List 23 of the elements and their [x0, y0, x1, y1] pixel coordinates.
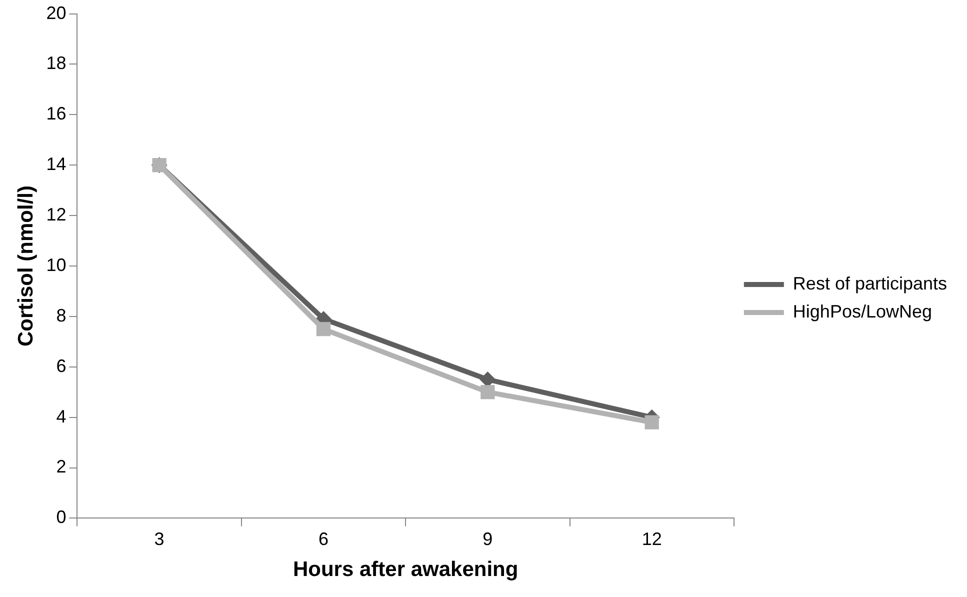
y-tick-label: 6 — [56, 356, 66, 376]
legend-label: Rest of participants — [792, 273, 948, 294]
point — [316, 322, 331, 336]
y-tick-label: 4 — [56, 406, 66, 426]
point — [480, 371, 496, 388]
y-tick-label: 20 — [46, 2, 66, 23]
y-tick-label: 18 — [46, 53, 66, 74]
point — [480, 385, 495, 400]
point — [644, 415, 659, 430]
y-tick-label: 14 — [46, 154, 66, 174]
x-tick-label: 9 — [482, 528, 493, 549]
y-tick-label: 12 — [46, 204, 66, 225]
y-tick-label: 0 — [56, 507, 66, 528]
y-tick-label: 10 — [46, 254, 66, 275]
x-axis-title: Hours after awakening — [292, 558, 518, 582]
x-tick-label: 12 — [642, 528, 662, 549]
y-tick-label: 8 — [56, 305, 66, 326]
x-tick-label: 6 — [318, 528, 328, 549]
x-tick-label: 3 — [154, 528, 164, 549]
legend-label: HighPos/LowNeg — [792, 301, 932, 322]
y-axis-title: Cortisol (nmol/l) — [14, 186, 38, 346]
y-tick-label: 2 — [56, 456, 66, 477]
y-tick-label: 16 — [46, 104, 66, 124]
